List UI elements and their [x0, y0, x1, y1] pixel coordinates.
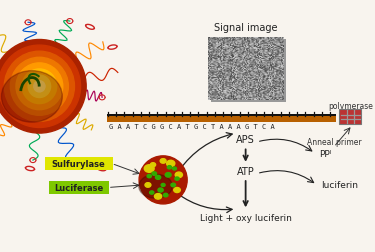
Ellipse shape [161, 184, 165, 187]
Ellipse shape [152, 172, 157, 176]
Ellipse shape [139, 156, 187, 204]
Ellipse shape [165, 173, 171, 177]
Ellipse shape [34, 81, 45, 92]
Ellipse shape [174, 188, 180, 193]
Ellipse shape [166, 161, 175, 167]
Ellipse shape [164, 194, 168, 197]
Ellipse shape [144, 165, 154, 173]
Ellipse shape [4, 52, 75, 122]
Ellipse shape [158, 188, 163, 192]
Ellipse shape [150, 191, 154, 195]
Ellipse shape [175, 177, 179, 180]
Ellipse shape [10, 58, 68, 116]
Ellipse shape [28, 76, 51, 98]
FancyBboxPatch shape [45, 157, 112, 171]
Ellipse shape [22, 70, 57, 104]
Text: Signal image: Signal image [214, 23, 278, 33]
FancyBboxPatch shape [107, 117, 336, 122]
Text: Luciferase: Luciferase [54, 183, 104, 192]
Ellipse shape [154, 194, 162, 199]
Ellipse shape [0, 40, 86, 134]
Ellipse shape [16, 64, 63, 110]
Ellipse shape [155, 176, 161, 180]
Ellipse shape [172, 167, 177, 170]
Ellipse shape [171, 183, 176, 187]
Text: luciferin: luciferin [321, 181, 358, 190]
Text: Light + oxy luciferin: Light + oxy luciferin [200, 213, 292, 223]
Text: APS: APS [236, 135, 255, 145]
Text: PPᴵ: PPᴵ [319, 149, 331, 158]
FancyBboxPatch shape [211, 40, 286, 103]
FancyBboxPatch shape [107, 114, 336, 117]
Ellipse shape [145, 183, 151, 187]
Ellipse shape [0, 46, 81, 128]
Ellipse shape [167, 166, 172, 169]
Text: ATP: ATP [237, 166, 255, 176]
Ellipse shape [139, 174, 172, 199]
FancyBboxPatch shape [49, 181, 109, 194]
Ellipse shape [160, 159, 166, 164]
Ellipse shape [175, 172, 182, 178]
Ellipse shape [150, 163, 156, 167]
Text: polymerase: polymerase [328, 102, 373, 111]
Text: Sulfurylase: Sulfurylase [52, 159, 106, 168]
Text: G A A T C G G C A T G C T A A A G T C A: G A A T C G G C A T G C T A A A G T C A [109, 124, 274, 130]
FancyBboxPatch shape [339, 110, 361, 124]
Text: Anneal primer: Anneal primer [307, 138, 362, 147]
Ellipse shape [147, 175, 152, 178]
Ellipse shape [2, 71, 62, 123]
